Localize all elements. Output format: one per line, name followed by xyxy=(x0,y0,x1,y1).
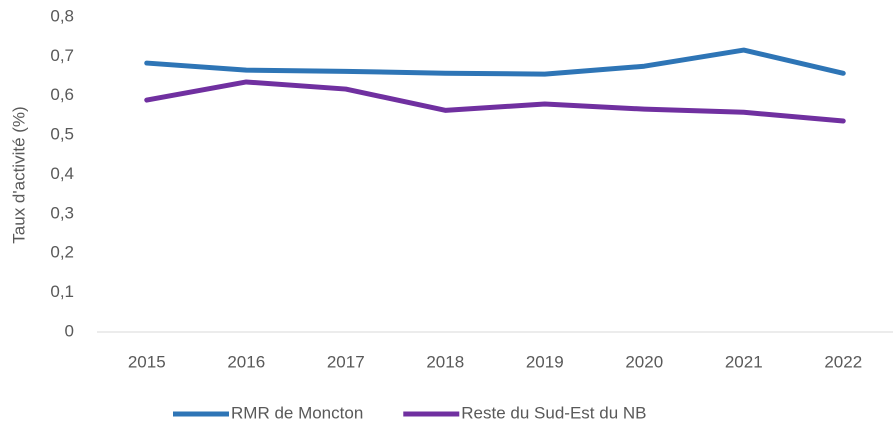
legend-label: Reste du Sud-Est du NB xyxy=(461,403,646,422)
y-tick-label: 0 xyxy=(65,321,74,340)
series-line xyxy=(144,47,846,77)
series-line xyxy=(144,79,846,124)
y-tick-label: 0,5 xyxy=(50,125,74,144)
y-tick-label: 0,7 xyxy=(50,46,74,65)
y-tick-label: 0,4 xyxy=(50,164,74,183)
y-tick-label: 0,3 xyxy=(50,203,74,222)
y-axis-label: Taux d'activité (%) xyxy=(9,106,28,243)
x-tick-label: 2020 xyxy=(625,352,663,371)
legend-label: RMR de Moncton xyxy=(231,403,363,422)
x-tick-label: 2019 xyxy=(526,352,564,371)
y-tick-label: 0,6 xyxy=(50,85,74,104)
x-tick-label: 2017 xyxy=(327,352,365,371)
x-tick-label: 2021 xyxy=(725,352,763,371)
y-tick-label: 0,1 xyxy=(50,282,74,301)
y-tick-label: 0,2 xyxy=(50,243,74,262)
y-tick-label: 0,8 xyxy=(50,6,74,25)
x-tick-label: 2016 xyxy=(227,352,265,371)
x-tick-label: 2022 xyxy=(824,352,862,371)
x-tick-label: 2015 xyxy=(128,352,166,371)
x-tick-label: 2018 xyxy=(426,352,464,371)
